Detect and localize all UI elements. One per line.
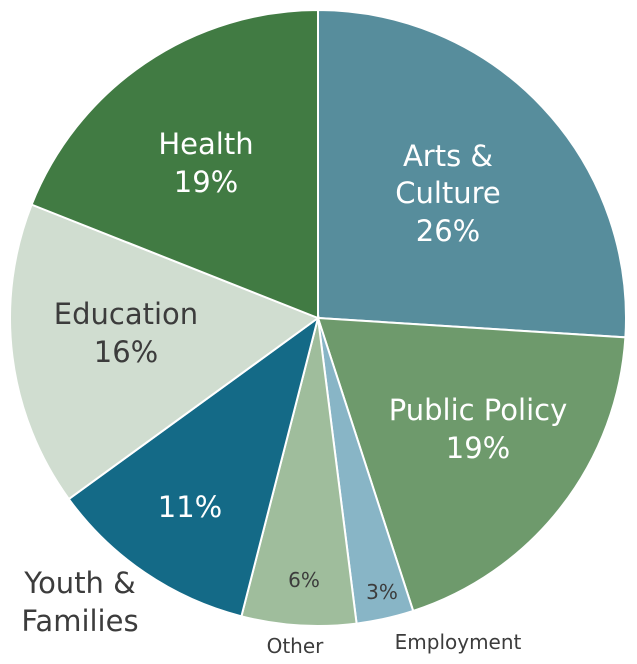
label-employment-name: Employment: [395, 630, 522, 654]
label-other-value: 6%: [288, 568, 320, 592]
label-other-name: Other: [267, 634, 325, 658]
pie-slice-public-policy: [316, 316, 627, 613]
label-arts-value: 26%: [416, 214, 480, 248]
label-employment-value: 3%: [366, 580, 398, 604]
label-arts-line2: Culture: [395, 176, 501, 210]
label-education-value: 16%: [94, 335, 158, 369]
pie-slice-youth-families: [67, 315, 320, 618]
label-public-policy-name: Public Policy: [389, 393, 567, 427]
label-youth-value: 11%: [158, 490, 222, 524]
pie-slice-arts-culture: [317, 8, 627, 339]
pie-slices: [9, 8, 627, 627]
label-youth-line1: Youth &: [23, 566, 136, 600]
label-health-name: Health: [158, 127, 253, 161]
label-health-value: 19%: [174, 165, 238, 199]
pie-slice-health: [30, 8, 319, 320]
label-youth-line2: Families: [21, 604, 138, 638]
label-arts-line1: Arts &: [403, 139, 493, 173]
label-education-name: Education: [54, 297, 198, 331]
pie-slice-education: [9, 203, 321, 501]
label-public-policy-value: 19%: [446, 431, 510, 465]
